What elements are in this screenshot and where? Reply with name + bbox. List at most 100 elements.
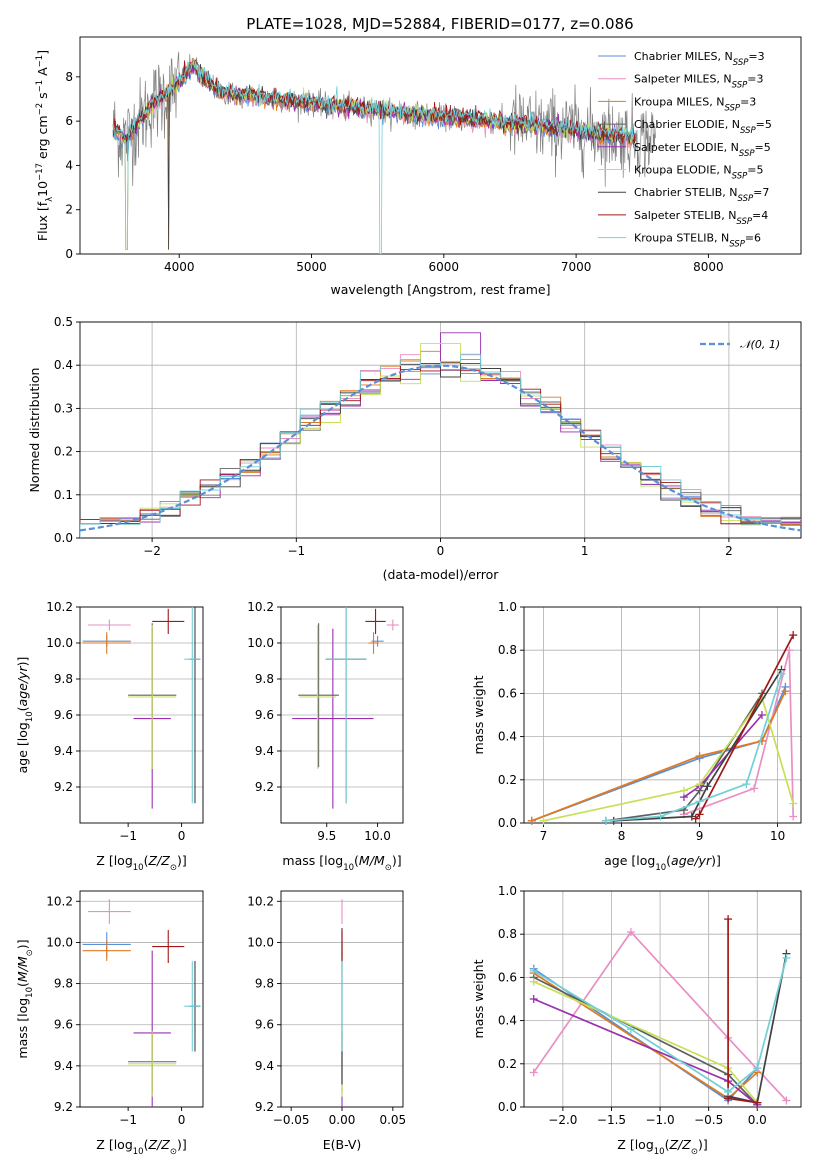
x-tick-label: −2 — [143, 544, 161, 558]
axes-frame — [523, 606, 802, 824]
x-axis-label: mass [log10(M/M⊙)] — [282, 853, 401, 873]
y-tick-label: 8 — [65, 70, 73, 84]
y-tick-label: 10.2 — [46, 600, 73, 614]
axes-mass_vs_Z: −1 0 9.2 9.4 9.6 9.8 10.0 10.2 Z [log10(Z/Z⊙)] ma… — [15, 890, 204, 1157]
y-tick-label: 9.4 — [54, 744, 73, 758]
x-tick-label: −1.0 — [645, 1113, 674, 1127]
weight-line — [531, 686, 787, 822]
y-tick-label: 9.8 — [255, 977, 274, 991]
axes-residuals: −2 −1 0 1 2 0.0 0.1 0.2 0.3 0.4 0.5 (data-model)/er… — [27, 315, 802, 582]
x-axis-label: E(B-V) — [323, 1137, 362, 1152]
y-tick-label: 9.2 — [255, 780, 274, 794]
x-axis-label: Z [log10(Z/Z⊙)] — [96, 853, 186, 873]
legend-entry: Kroupa ELODIE, NSSP=5 — [634, 164, 764, 182]
y-axis-label: age [log10(age/yr)] — [15, 657, 35, 774]
y-tick-label: 9.2 — [54, 780, 73, 794]
weight-line — [727, 919, 758, 1104]
weight-line — [613, 669, 783, 822]
x-tick-label: 9.5 — [317, 829, 336, 843]
y-tick-label: 0.0 — [54, 531, 73, 545]
x-tick-label: 0.0 — [748, 1113, 767, 1127]
y-tick-label: 10.0 — [247, 636, 274, 650]
y-tick-label: 0.2 — [498, 773, 517, 787]
y-tick-label: 1.0 — [498, 600, 517, 614]
y-tick-label: 10.2 — [46, 894, 73, 908]
x-tick-label: −1 — [119, 1113, 137, 1127]
y-tick-label: 0.0 — [498, 1100, 517, 1114]
y-tick-label: 0.4 — [54, 358, 73, 372]
y-tick-label: 0.6 — [498, 686, 517, 700]
legend: Chabrier MILES, NSSP=3 Salpeter MILES, NS… — [598, 50, 772, 250]
y-tick-label: 9.6 — [54, 1018, 73, 1032]
x-tick-label: 2 — [725, 544, 733, 558]
y-tick-label: 9.4 — [54, 1059, 73, 1073]
y-tick-label: 0.2 — [54, 445, 73, 459]
axes-weight_vs_age: 7 8 9 10 0.0 0.2 0.4 0.6 0.8 1.0 age [log10(age/yr… — [471, 600, 802, 873]
axes-frame — [79, 606, 204, 824]
legend-entry: Kroupa MILES, NSSP=3 — [634, 95, 756, 113]
axes-frame — [280, 606, 404, 824]
y-tick-label: 2 — [65, 203, 73, 217]
y-axis-label: Flux [fλ10−17 erg cm−2 s−1 A−1] — [35, 50, 55, 241]
y-tick-label: 0.2 — [498, 1057, 517, 1071]
y-axis-label: mass weight — [471, 675, 486, 754]
y-tick-label: 0.8 — [498, 927, 517, 941]
y-tick-label: 9.8 — [255, 672, 274, 686]
model-spectrum-line — [112, 61, 636, 251]
y-tick-label: 10.0 — [247, 935, 274, 949]
axes-spectrum: 4000 5000 6000 7000 8000 0 2 4 6 8 wavelength [Ang… — [35, 36, 802, 297]
x-tick-label: 10.0 — [364, 829, 391, 843]
model-spectrum-line — [112, 57, 636, 251]
x-tick-label: 9 — [696, 829, 704, 843]
y-tick-label: 0.0 — [498, 816, 517, 830]
x-tick-label: −1 — [287, 544, 305, 558]
y-tick-label: 0.5 — [54, 315, 73, 329]
x-tick-label: 8 — [618, 829, 626, 843]
x-tick-label: −1.5 — [597, 1113, 626, 1127]
x-tick-label: 4000 — [164, 260, 195, 274]
weight-line — [531, 690, 787, 822]
axes-weight_vs_Z: −2.0 −1.5 −1.0 −0.5 0.0 0.0 0.2 0.4 0.6 0.8 1.0 Z [… — [471, 884, 802, 1157]
x-tick-label: 1 — [581, 544, 589, 558]
y-tick-label: 0.3 — [54, 401, 73, 415]
axes-frame — [79, 890, 204, 1108]
y-tick-label: 9.6 — [54, 708, 73, 722]
y-tick-label: 0.1 — [54, 488, 73, 502]
y-tick-label: 1.0 — [498, 884, 517, 898]
axes-age_vs_mass: 9.5 10.0 9.2 9.4 9.6 9.8 10.0 10.2 mass [log10(M… — [247, 600, 404, 873]
y-tick-label: 9.8 — [54, 672, 73, 686]
model-spectrum-line — [112, 58, 636, 254]
legend-entry: Chabrier STELIB, NSSP=7 — [634, 186, 769, 204]
y-tick-label: 9.2 — [255, 1100, 274, 1114]
x-tick-label: −2.0 — [548, 1113, 577, 1127]
weight-line — [533, 980, 758, 1104]
y-tick-label: 0.8 — [498, 643, 517, 657]
histogram-kroupa-stelib — [80, 354, 801, 538]
x-axis-label: Z [log10(Z/Z⊙)] — [96, 1137, 186, 1157]
legend-entry: Salpeter MILES, NSSP=3 — [634, 73, 764, 91]
axes-mass_vs_EBV: −0.05 0.00 0.05 9.2 9.4 9.6 9.8 10.0 10.2 E(B-V) — [247, 890, 406, 1152]
figure-title: PLATE=1028, MJD=52884, FIBERID=0177, z=0… — [246, 15, 633, 33]
x-tick-label: 7 — [540, 829, 548, 843]
y-tick-label: 0.4 — [498, 730, 517, 744]
model-spectrum-line — [112, 62, 636, 250]
weight-line — [683, 649, 795, 817]
y-tick-label: 10.2 — [247, 894, 274, 908]
y-axis-label: mass weight — [471, 959, 486, 1038]
legend-entry: Salpeter ELODIE, NSSP=5 — [634, 141, 771, 159]
x-tick-label: 7000 — [561, 260, 592, 274]
x-axis-label: age [log10(age/yr)] — [604, 853, 721, 873]
y-axis-label: Normed distribution — [27, 368, 42, 493]
y-tick-label: 10.0 — [46, 636, 73, 650]
legend-entry: Salpeter STELIB, NSSP=4 — [634, 209, 768, 227]
x-tick-label: −0.05 — [273, 1113, 310, 1127]
x-tick-label: 0 — [178, 829, 186, 843]
y-tick-label: 9.4 — [255, 744, 274, 758]
x-axis-label: wavelength [Angstrom, rest frame] — [330, 282, 550, 297]
x-tick-label: −1 — [119, 829, 137, 843]
legend-entry: Kroupa STELIB, NSSP=6 — [634, 232, 761, 250]
x-tick-label: 6000 — [429, 260, 460, 274]
x-tick-label: −0.5 — [694, 1113, 723, 1127]
x-tick-label: 8000 — [693, 260, 724, 274]
y-tick-label: 0.4 — [498, 1014, 517, 1028]
